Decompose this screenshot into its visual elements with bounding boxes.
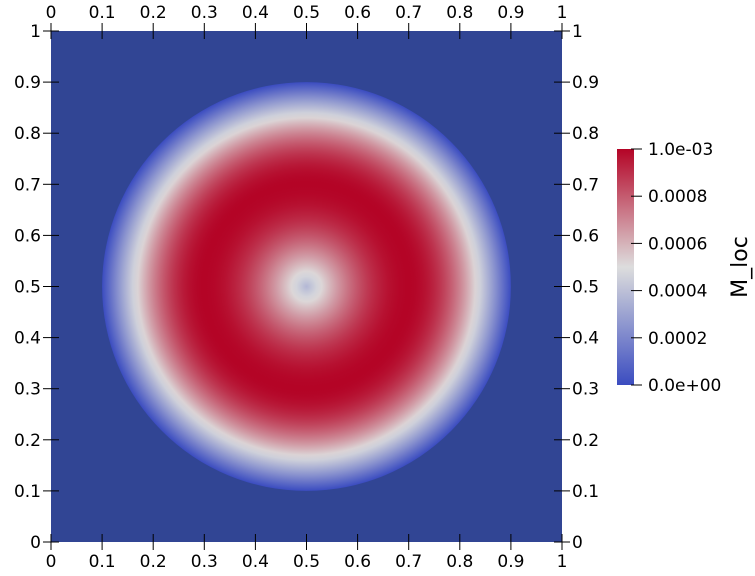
x-tick-label-bottom: 0 (46, 552, 57, 572)
x-tick-label-top: 0.5 (293, 3, 320, 23)
y-tick-label-right: 0.6 (572, 226, 599, 246)
x-tick-label-top: 0.2 (140, 3, 167, 23)
x-tick-label-top: 1 (557, 3, 568, 23)
y-tick-label-left: 0.1 (14, 482, 41, 502)
x-tick-label-bottom: 0.6 (344, 552, 371, 572)
y-tick-label-right: 0.2 (572, 431, 599, 451)
colorbar-tick-label: 0.0004 (648, 282, 707, 302)
y-tick-label-left: 0.3 (14, 380, 41, 400)
x-tick-label-top: 0.9 (497, 3, 524, 23)
colorbar-tick-label: 0.0008 (648, 187, 707, 207)
colorbar-tick-label: 0.0e+00 (648, 376, 721, 396)
y-tick-label-right: 1 (572, 22, 583, 42)
y-tick-label-left: 0.2 (14, 431, 41, 451)
x-tick-label-top: 0.8 (446, 3, 473, 23)
colorbar-tick-label: 1.0e-03 (648, 140, 713, 160)
y-tick-label-left: 0.5 (14, 278, 41, 298)
x-tick-label-top: 0.1 (89, 3, 116, 23)
y-tick-label-left: 0.9 (14, 73, 41, 93)
x-tick-label-bottom: 0.5 (293, 552, 320, 572)
x-tick-label-bottom: 0.1 (89, 552, 116, 572)
x-tick-label-bottom: 0.7 (395, 552, 422, 572)
y-tick-label-left: 0.6 (14, 226, 41, 246)
colorbar-tick-label: 0.0006 (648, 234, 707, 254)
y-tick-label-left: 0.4 (14, 329, 41, 349)
axis-ticks: 000.10.10.20.20.30.30.40.40.50.50.60.60.… (14, 3, 599, 572)
x-tick-label-bottom: 0.8 (446, 552, 473, 572)
x-tick-label-top: 0 (46, 3, 57, 23)
y-tick-label-left: 0.8 (14, 124, 41, 144)
y-tick-label-right: 0.1 (572, 482, 599, 502)
y-tick-label-left: 0.7 (14, 175, 41, 195)
y-tick-label-right: 0.8 (572, 124, 599, 144)
y-tick-label-right: 0 (572, 533, 583, 553)
colorbar-tick-label: 0.0002 (648, 329, 707, 349)
x-tick-label-bottom: 0.9 (497, 552, 524, 572)
y-tick-label-right: 0.9 (572, 73, 599, 93)
ring-field (102, 82, 511, 491)
y-tick-label-right: 0.7 (572, 175, 599, 195)
x-tick-label-top: 0.7 (395, 3, 422, 23)
x-tick-label-top: 0.4 (242, 3, 269, 23)
x-tick-label-bottom: 0.4 (242, 552, 269, 572)
colorbar: 1.0e-03 0.0008 0.0006 0.0004 0.0002 0.0e+00 M_… (617, 140, 753, 396)
colorbar-bar (617, 149, 634, 385)
x-tick-label-top: 0.6 (344, 3, 371, 23)
x-tick-label-top: 0.3 (191, 3, 218, 23)
colorbar-title: M_loc (728, 236, 753, 298)
y-tick-label-right: 0.3 (572, 380, 599, 400)
x-tick-label-bottom: 0.2 (140, 552, 167, 572)
x-tick-label-bottom: 1 (557, 552, 568, 572)
y-tick-label-left: 1 (30, 22, 41, 42)
plot-area (51, 31, 562, 542)
y-tick-label-left: 0 (30, 533, 41, 553)
x-tick-label-bottom: 0.3 (191, 552, 218, 572)
y-tick-label-right: 0.5 (572, 278, 599, 298)
y-tick-label-right: 0.4 (572, 329, 599, 349)
